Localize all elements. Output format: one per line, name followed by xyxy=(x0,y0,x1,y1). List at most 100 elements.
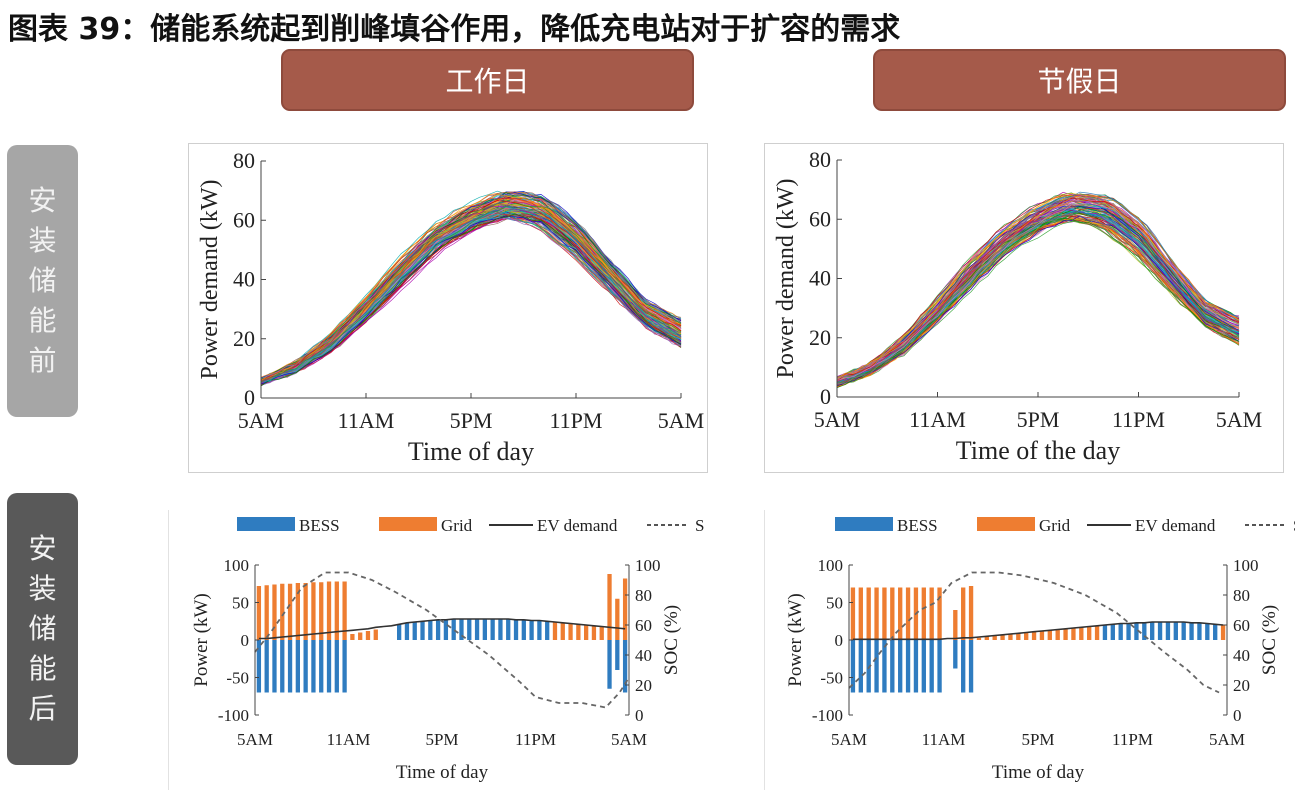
bars xyxy=(850,586,1226,693)
bess-bar xyxy=(474,619,480,640)
legend-label: BESS xyxy=(897,516,938,535)
grid-bar xyxy=(953,610,958,640)
bess-bar xyxy=(929,640,934,693)
grid-bar xyxy=(961,587,966,640)
bess-bar xyxy=(850,640,856,693)
series-line xyxy=(260,194,682,380)
x-tick-label: 11AM xyxy=(909,407,966,432)
y-tick-label-right: 20 xyxy=(1233,676,1250,695)
grid-bar xyxy=(1008,634,1013,640)
row-label-char: 储 xyxy=(28,264,57,297)
grid-bar xyxy=(303,583,308,640)
bess-bar xyxy=(490,619,495,640)
y-tick-label: 20 xyxy=(233,326,255,351)
grid-bar xyxy=(1087,626,1092,640)
legend-swatch-grid xyxy=(977,517,1035,531)
y-tick-label-right: 0 xyxy=(1233,706,1242,725)
grid-bar xyxy=(1000,634,1005,640)
y-tick-label: 100 xyxy=(224,556,250,575)
series-line xyxy=(836,217,1240,387)
grid-bar xyxy=(1047,630,1052,640)
series-line xyxy=(836,194,1240,380)
grid-bar xyxy=(1079,627,1084,640)
y-tick-label-right: 80 xyxy=(1233,586,1250,605)
x-tick-label: 11AM xyxy=(338,408,395,433)
series-line xyxy=(260,213,682,387)
grid-bar xyxy=(615,598,620,640)
x-axis-label: Time of the day xyxy=(956,436,1120,465)
x-tick-label: 5AM xyxy=(238,408,284,433)
series-line xyxy=(260,203,682,383)
bess-bar xyxy=(968,640,974,693)
bess-bar xyxy=(272,640,277,693)
bess-bar xyxy=(529,620,534,640)
bess-bar xyxy=(882,640,887,693)
grid-bar xyxy=(1063,628,1068,640)
grid-bar xyxy=(1094,625,1100,640)
series-line xyxy=(260,215,682,385)
x-axis-label: Time of day xyxy=(992,762,1085,783)
grid-bar xyxy=(342,581,347,640)
bess-bar xyxy=(1165,622,1171,640)
grid-bar xyxy=(591,625,597,640)
grid-bar xyxy=(937,587,942,640)
bess-bar xyxy=(953,640,958,669)
bess-bar xyxy=(1102,625,1108,640)
grid-bar xyxy=(560,622,565,640)
grid-bar xyxy=(976,637,982,640)
bess-bar xyxy=(874,640,879,693)
bess-bar xyxy=(615,640,620,670)
grid-bar xyxy=(272,584,277,640)
series-line xyxy=(836,218,1240,388)
bess-bar xyxy=(287,640,293,693)
row-label-before-storage: 安装储能前 xyxy=(7,145,78,417)
legend: BESS Grid EV demand SOC xyxy=(237,516,705,535)
series-line xyxy=(836,215,1240,386)
x-tick-label: 5PM xyxy=(1017,407,1060,432)
grid-bar xyxy=(984,636,989,640)
y-tick-label-right: 20 xyxy=(635,676,652,695)
y-tick-label: 40 xyxy=(809,266,831,291)
row-label-char: 安 xyxy=(28,532,57,565)
y-tick-label: -50 xyxy=(226,669,249,688)
legend-label: BESS xyxy=(299,516,340,535)
bess-bar xyxy=(1213,624,1218,640)
series-line xyxy=(836,218,1240,389)
grid-bar xyxy=(576,624,581,640)
bess-bar xyxy=(1157,622,1163,640)
y-tick-label: 60 xyxy=(809,206,831,231)
row-label-char: 后 xyxy=(28,692,57,725)
grid-bar xyxy=(584,625,589,640)
row-label-char: 前 xyxy=(28,344,57,377)
series-line xyxy=(260,215,682,387)
bess-bar xyxy=(435,619,441,640)
y-tick-label-right: 40 xyxy=(635,646,652,665)
grid-bar xyxy=(622,578,628,640)
bess-bar xyxy=(866,640,871,693)
x-tick-label: 5AM xyxy=(237,730,273,749)
grid-bar xyxy=(1016,633,1021,640)
bess-bar xyxy=(412,622,417,640)
grid-bar xyxy=(1031,631,1037,640)
y-tick-label: -50 xyxy=(820,669,843,688)
x-tick-label: 5AM xyxy=(814,407,860,432)
chart-holiday-after: BESS Grid EV demand SOC -100 -50 0 50 100 0 20 40 60… xyxy=(764,510,1295,790)
grid-bar xyxy=(890,587,895,640)
series-line xyxy=(260,215,682,385)
row-label-char: 能 xyxy=(28,304,57,337)
x-axis-label: Time of day xyxy=(396,762,489,783)
y-axis-label: Power demand (kW) xyxy=(197,180,223,380)
y-tick-label-right: 80 xyxy=(635,586,652,605)
row-label-char: 安 xyxy=(28,184,57,217)
series-lines xyxy=(260,190,682,387)
x-tick-label: 11PM xyxy=(1112,407,1165,432)
y-tick-label-right: 60 xyxy=(1233,616,1250,635)
bess-bar xyxy=(459,619,464,640)
y-tick-label-right: 0 xyxy=(635,706,644,725)
bess-bar xyxy=(295,640,300,693)
grid-bar xyxy=(295,583,300,640)
grid-bar xyxy=(334,581,339,640)
bess-bar xyxy=(513,619,519,640)
bess-bar xyxy=(506,619,511,640)
series-line xyxy=(836,217,1240,385)
